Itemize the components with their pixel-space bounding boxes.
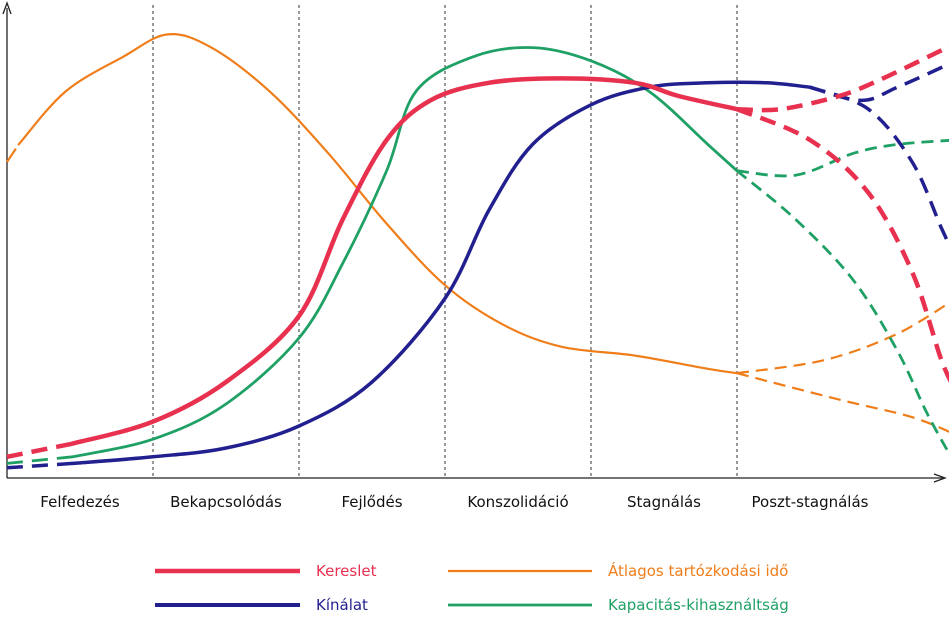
series-line xyxy=(70,76,740,446)
series-line-dashed-branch xyxy=(736,372,949,433)
phase-label: Poszt-stagnálás xyxy=(752,493,869,511)
series-line-dashed-branch xyxy=(736,169,949,457)
x-axis-arrow xyxy=(933,473,947,483)
phase-label: Fejlődés xyxy=(341,493,402,511)
phase-label: Stagnálás xyxy=(627,493,701,511)
legend-label: Átlagos tartózkodási idő xyxy=(608,561,788,580)
y-axis-arrow xyxy=(2,1,12,15)
series-line-dashed-branch xyxy=(736,301,949,375)
legend: Kereslet Kínálat Átlagos tartózkodási idő K… xyxy=(155,561,789,614)
phase-labels: Felfedezés Bekapcsolódás Fejlődés Konszolid… xyxy=(40,493,868,511)
phase-label: Bekapcsolódás xyxy=(170,493,282,511)
series-line-dashed-start xyxy=(6,461,73,470)
series-line-dashed-branch xyxy=(809,62,949,103)
series-line-dashed-start xyxy=(6,455,73,465)
series-line-dashed-branch xyxy=(736,44,949,113)
series-line-dashed-branch xyxy=(736,139,949,178)
series-line xyxy=(71,46,739,459)
phase-label: Felfedezés xyxy=(40,493,120,511)
legend-label: Kínálat xyxy=(316,596,368,614)
series-line-dashed-branch xyxy=(809,85,949,249)
legend-label: Kapacitás-kihasználtság xyxy=(608,596,789,614)
chart-axes xyxy=(2,1,947,483)
legend-label: Kereslet xyxy=(316,562,377,580)
series-line xyxy=(70,80,812,466)
series-line-dashed-start xyxy=(6,143,20,163)
phase-label: Konszolidáció xyxy=(467,493,568,511)
series-line xyxy=(17,33,739,375)
plot-lines xyxy=(6,33,949,470)
phase-separators xyxy=(152,5,738,478)
series-line-dashed-branch xyxy=(736,107,949,383)
series-line-dashed-start xyxy=(6,441,74,460)
